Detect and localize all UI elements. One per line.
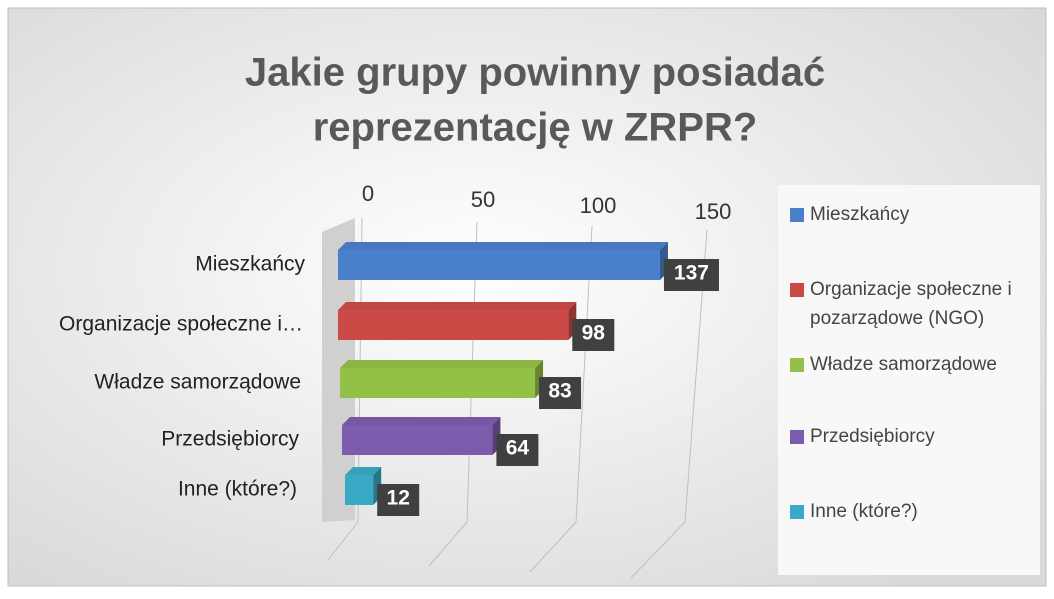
bar	[338, 250, 660, 280]
legend-label: pozarządowe (NGO)	[810, 308, 984, 329]
y-tick-label: Mieszkańcy	[195, 253, 305, 276]
y-tick-label: Przedsiębiorcy	[161, 428, 299, 451]
grid-line	[630, 229, 708, 579]
bar-top	[338, 242, 668, 250]
bar-top	[342, 417, 501, 425]
bar	[338, 310, 569, 340]
data-label: 12	[387, 487, 410, 510]
bar-top	[338, 302, 577, 310]
legend-swatch	[790, 505, 804, 519]
legend-swatch	[790, 283, 804, 297]
chart-title: Jakie grupy powinny posiadać	[245, 51, 825, 95]
data-label: 98	[582, 322, 606, 345]
legend-label: Organizacje społeczne i	[810, 279, 1012, 300]
legend-box	[778, 185, 1040, 575]
data-label-box	[572, 319, 615, 351]
bar	[340, 368, 536, 398]
x-tick-label: 0	[362, 181, 374, 206]
data-label-box	[663, 259, 719, 291]
data-label-box	[539, 377, 582, 409]
y-tick-label: Władze samorządowe	[94, 371, 301, 394]
data-label-box	[377, 484, 420, 516]
bar	[342, 425, 493, 455]
chart-title: reprezentację w ZRPR?	[313, 106, 758, 150]
legend-label: Mieszkańcy	[810, 204, 910, 225]
legend-swatch	[790, 208, 804, 222]
legend-label: Władze samorządowe	[810, 354, 997, 375]
legend-swatch	[790, 358, 804, 372]
x-tick-label: 50	[471, 187, 495, 212]
data-label: 64	[506, 437, 530, 460]
bar-top	[345, 467, 382, 475]
legend-swatch	[790, 430, 804, 444]
bar-top	[340, 360, 544, 368]
data-label-box	[496, 434, 539, 466]
legend-label: Inne (które?)	[810, 501, 918, 522]
x-tick-label: 100	[580, 193, 617, 218]
data-label: 83	[548, 380, 571, 403]
bar	[345, 475, 374, 505]
x-tick-label: 150	[695, 199, 732, 224]
y-tick-label: Inne (które?)	[178, 478, 297, 501]
y-tick-label: Organizacje społeczne i…	[59, 313, 303, 336]
legend-label: Przedsiębiorcy	[810, 426, 935, 447]
data-label: 137	[674, 262, 709, 285]
